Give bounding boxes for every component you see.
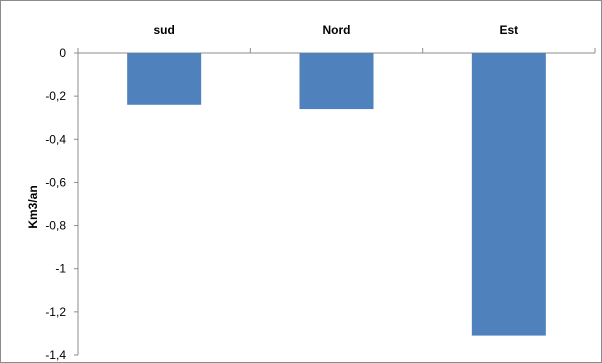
y-tick-label: -0,2: [45, 89, 66, 103]
category-label: sud: [153, 23, 174, 37]
bar-sud: [127, 53, 202, 105]
bar-series: [127, 53, 546, 336]
bar-nord: [299, 53, 374, 110]
y-tick-label: -0,6: [45, 175, 66, 189]
category-label: Nord: [323, 23, 351, 37]
y-tick-label: -0,8: [45, 219, 66, 233]
y-tick-label: -1,4: [45, 348, 66, 362]
y-axis-label: Km3/an: [26, 185, 40, 228]
category-labels: sud Nord Est: [153, 23, 518, 37]
y-tick-label: -0,4: [45, 132, 66, 146]
y-tick-label: -1: [55, 262, 66, 276]
category-label: Est: [499, 23, 518, 37]
y-tick-label: 0: [59, 46, 66, 60]
y-tick-labels: 0 -0,2 -0,4 -0,6 -0,8 -1 -1,2 -1,4: [45, 46, 66, 362]
bar-est: [471, 53, 546, 336]
y-tick-label: -1,2: [45, 305, 66, 319]
y-axis: [74, 52, 79, 356]
